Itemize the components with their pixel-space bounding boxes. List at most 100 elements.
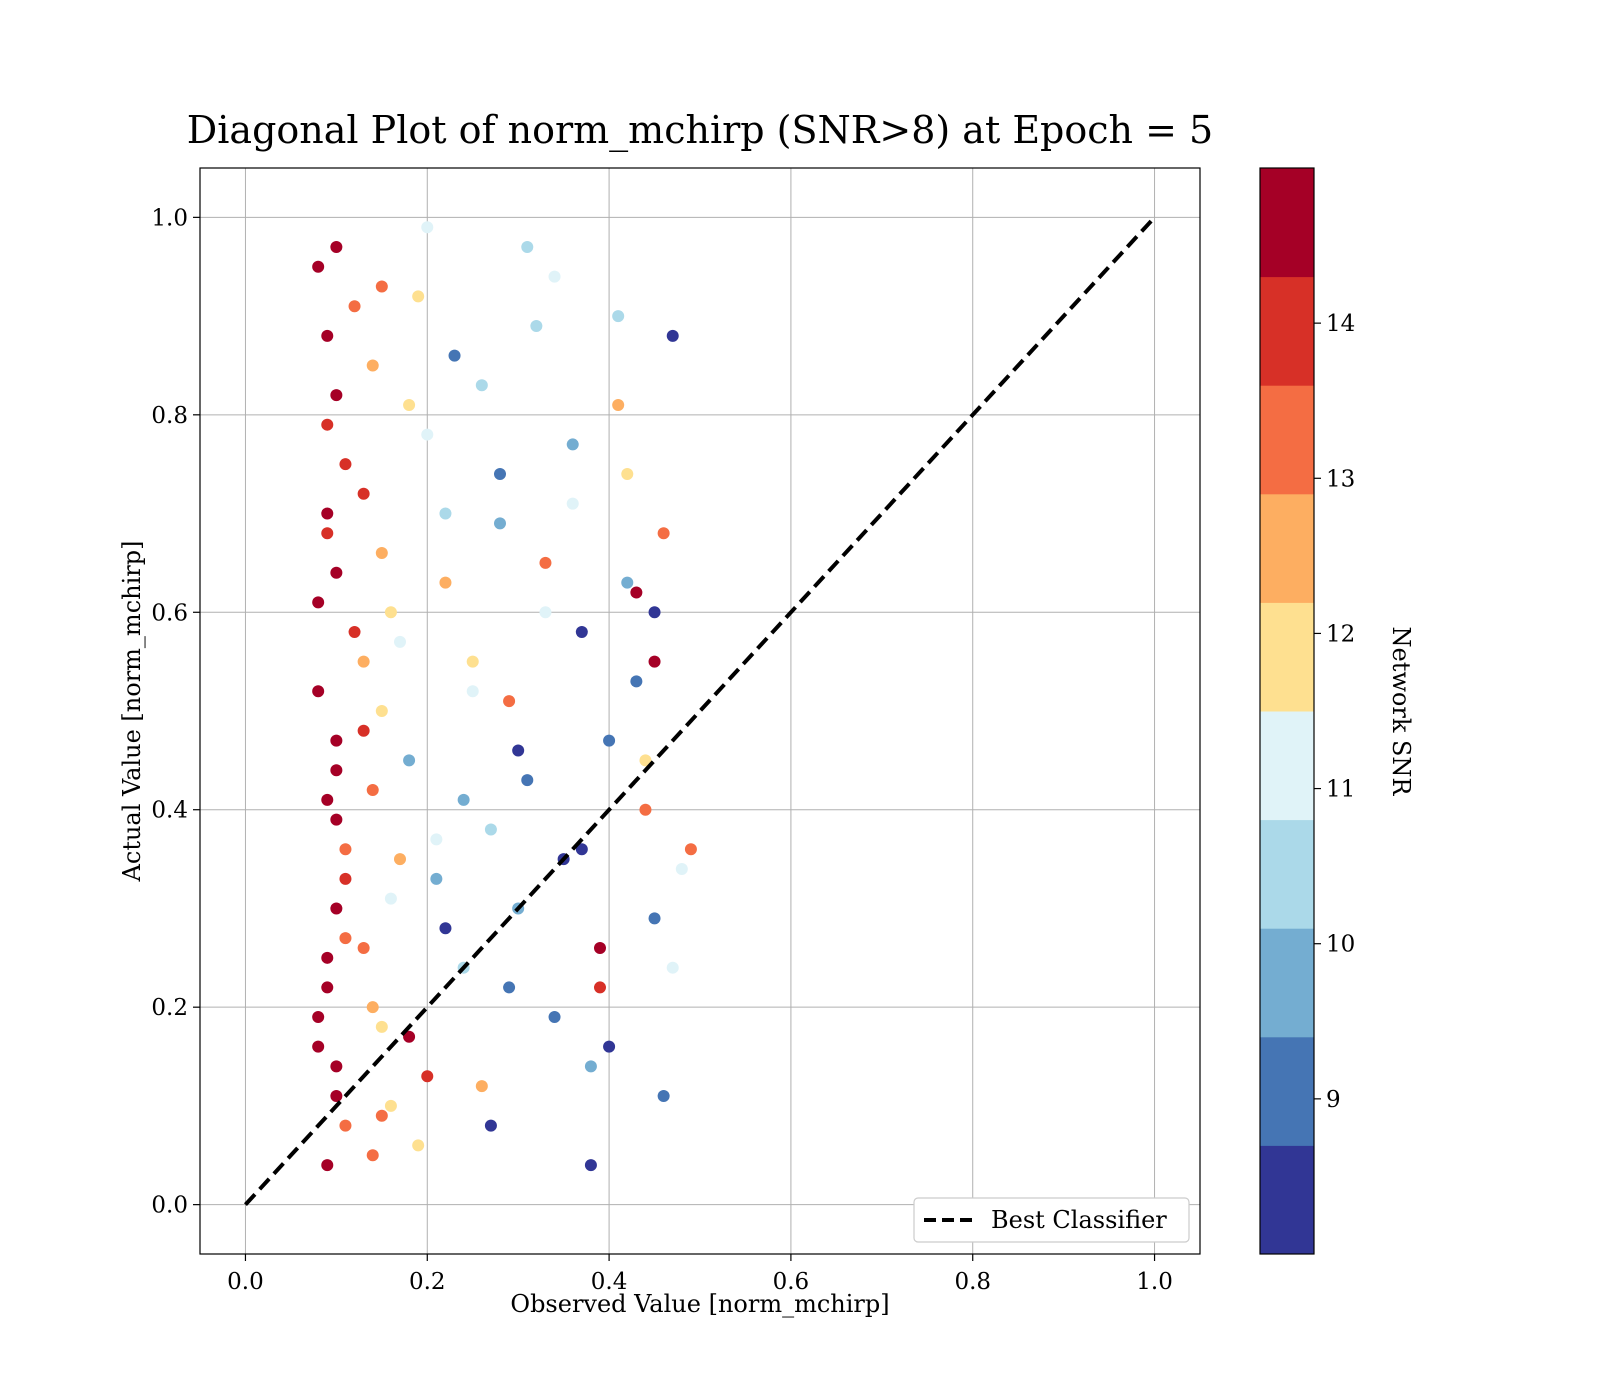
x-tick-label: 0.0 <box>227 1269 264 1295</box>
scatter-point <box>375 547 388 560</box>
x-tick-label: 0.2 <box>409 1269 446 1295</box>
y-axis-ticks: 0.0 0.2 0.4 0.6 0.8 1.0 <box>151 205 200 1219</box>
scatter-point <box>312 1011 325 1024</box>
x-tick-label: 0.4 <box>591 1269 628 1295</box>
scatter-point <box>566 438 579 451</box>
scatter-point <box>548 1011 561 1024</box>
scatter-point <box>512 744 525 757</box>
scatter-point <box>530 319 543 332</box>
colorbar-frame <box>1259 167 1315 1255</box>
scatter-point <box>648 912 661 925</box>
scatter-point <box>339 1119 352 1132</box>
scatter-point <box>621 468 634 481</box>
scatter-point <box>366 783 379 796</box>
colorbar-segment <box>1260 168 1314 278</box>
scatter-point <box>548 270 561 283</box>
scatter-point <box>339 932 352 945</box>
scatter-point <box>375 705 388 717</box>
scatter-point <box>321 418 334 431</box>
y-tick-label: 1.0 <box>151 205 188 231</box>
colorbar-segment <box>1260 711 1314 821</box>
scatter-point <box>475 379 488 392</box>
colorbar-tick-label: 13 <box>1326 466 1355 492</box>
scatter-point <box>321 793 334 806</box>
scatter-points <box>312 221 697 1172</box>
y-tick-label: 0.6 <box>151 600 188 626</box>
y-axis-label: Actual Value [norm_mchirp] <box>118 541 146 883</box>
scatter-point <box>330 1060 343 1073</box>
scatter-point <box>321 981 334 994</box>
scatter-point <box>394 853 406 866</box>
scatter-point <box>357 487 370 500</box>
scatter-point <box>675 862 688 875</box>
scatter-point <box>312 685 325 698</box>
scatter-point <box>321 527 334 540</box>
scatter-point <box>448 349 461 362</box>
scatter-point <box>421 428 434 441</box>
scatter-point <box>457 793 470 806</box>
scatter-point <box>657 1090 670 1103</box>
y-tick-label: 0.2 <box>151 995 188 1021</box>
scatter-point <box>339 458 352 471</box>
scatter-point <box>321 507 334 520</box>
scatter-point <box>484 1119 497 1132</box>
scatter-point <box>439 576 452 589</box>
scatter-point <box>521 240 534 253</box>
y-tick-label: 0.8 <box>151 403 188 429</box>
x-tick-label: 1.0 <box>1136 1269 1173 1295</box>
scatter-point <box>321 329 334 342</box>
scatter-point <box>330 566 343 579</box>
scatter-point <box>430 872 443 885</box>
scatter-point <box>584 1159 597 1172</box>
colorbar-segment <box>1260 385 1314 495</box>
scatter-point <box>348 300 361 313</box>
scatter-point <box>494 468 506 481</box>
colorbar-tick-label: 11 <box>1326 777 1355 803</box>
colorbar-segment <box>1260 276 1314 386</box>
scatter-point <box>648 655 661 668</box>
scatter-point <box>330 764 343 777</box>
x-tick-label: 0.6 <box>773 1269 810 1295</box>
scatter-point <box>412 290 425 303</box>
scatter-point <box>403 754 416 767</box>
scatter-point <box>621 576 634 589</box>
scatter-point <box>430 833 443 846</box>
scatter-point <box>439 922 452 935</box>
scatter-point <box>357 655 370 668</box>
scatter-point <box>321 951 334 964</box>
scatter-point <box>330 902 343 915</box>
scatter-point <box>348 626 361 639</box>
chart-title: Diagonal Plot of norm_mchirp (SNR>8) at … <box>187 108 1213 153</box>
scatter-point <box>330 240 343 253</box>
scatter-point <box>375 1020 388 1033</box>
scatter-point <box>466 655 479 668</box>
scatter-point <box>366 1001 379 1014</box>
plot-frame <box>199 167 1201 1255</box>
scatter-point <box>666 961 679 974</box>
scatter-point <box>357 724 370 737</box>
colorbar-tick-label: 12 <box>1326 621 1355 647</box>
scatter-point <box>421 1070 434 1083</box>
scatter-point <box>575 843 588 856</box>
y-tick-label: 0.0 <box>151 1193 188 1219</box>
scatter-point <box>403 1030 416 1043</box>
x-axis-label: Observed Value [norm_mchirp] <box>510 1290 889 1318</box>
scatter-point <box>612 398 625 411</box>
scatter-point <box>321 1159 334 1172</box>
scatter-point <box>339 843 352 856</box>
scatter-point <box>612 310 625 323</box>
scatter-point <box>475 1080 488 1093</box>
best-classifier-line-group <box>243 216 1157 1206</box>
scatter-point <box>375 280 388 293</box>
colorbar-tick-label: 10 <box>1326 932 1355 958</box>
scatter-point <box>394 635 406 648</box>
scatter-point <box>384 892 397 905</box>
scatter-point <box>594 981 606 994</box>
scatter-point <box>330 734 343 747</box>
scatter-point <box>603 1040 616 1053</box>
scatter-point <box>384 1099 397 1112</box>
scatter-point <box>412 1139 425 1152</box>
scatter-point <box>639 803 652 816</box>
scatter-point <box>684 843 697 856</box>
